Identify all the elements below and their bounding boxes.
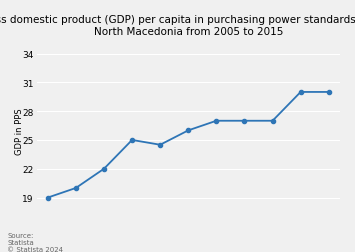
Title: Gross domestic product (GDP) per capita in purchasing power standards (PPS) in
N: Gross domestic product (GDP) per capita … (0, 15, 355, 37)
Text: Source:
Statista
© Statista 2024: Source: Statista © Statista 2024 (7, 232, 63, 252)
Y-axis label: GDP in PPS: GDP in PPS (15, 108, 24, 154)
